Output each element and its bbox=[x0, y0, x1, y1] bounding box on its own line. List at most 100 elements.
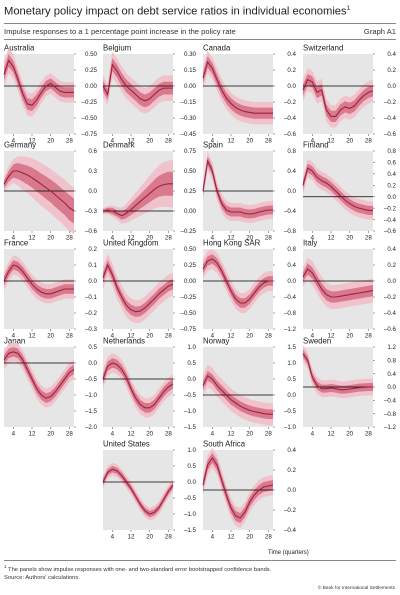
y-tick-label-japan: 0.0 bbox=[88, 360, 97, 367]
y-tick-label-netherlands: –1.0 bbox=[184, 408, 197, 415]
x-tick-label-netherlands: 28 bbox=[165, 431, 172, 438]
y-tick-label-norway: 1.5 bbox=[287, 344, 296, 351]
y-tick-label-united-states: 0.5 bbox=[187, 463, 196, 470]
y-tick-label-canada: –0.2 bbox=[284, 99, 297, 106]
title-rule bbox=[4, 23, 396, 24]
x-tick-label-hong-kong-sar: 12 bbox=[228, 333, 235, 340]
y-tick-label-switzerland: –0.4 bbox=[384, 115, 397, 122]
x-tick-label-france: 20 bbox=[47, 333, 54, 340]
x-tick-label-norway: 4 bbox=[211, 431, 215, 438]
y-tick-label-norway: –1.0 bbox=[284, 424, 297, 431]
x-tick-label-norway: 20 bbox=[246, 431, 253, 438]
x-tick-label-belgium: 20 bbox=[146, 138, 153, 145]
panel-italy: Italy 0.4 0.2 0.0 –0.2 –0.4 –0.6 4 12 20 28 bbox=[302, 239, 397, 340]
panel-title-canada: Canada bbox=[203, 44, 231, 53]
y-tick-label-france: 0.0 bbox=[88, 278, 97, 285]
y-tick-label-switzerland: 0.2 bbox=[387, 67, 396, 74]
y-tick-label-japan: –1.0 bbox=[85, 392, 98, 399]
inner-band-finland bbox=[303, 163, 373, 215]
panel-denmark: Denmark 0.75 0.50 0.25 0.00 –0.25 4 12 20 28 bbox=[102, 141, 197, 242]
source: Source: Authors' calculations. bbox=[4, 575, 80, 581]
inner-band-united-kingdom bbox=[103, 259, 173, 317]
inner-band-japan bbox=[4, 347, 74, 403]
y-tick-label-japan: –2.0 bbox=[85, 424, 98, 431]
y-tick-label-belgium: 0.15 bbox=[184, 67, 197, 74]
x-tick-label-united-states: 28 bbox=[165, 534, 172, 541]
x-tick-label-finland: 28 bbox=[365, 235, 372, 242]
x-tick-label-south-africa: 28 bbox=[265, 534, 272, 541]
x-tick-label-united-kingdom: 20 bbox=[146, 333, 153, 340]
y-tick-label-denmark: 0.50 bbox=[184, 168, 197, 175]
x-tick-label-hong-kong-sar: 4 bbox=[211, 333, 215, 340]
x-tick-label-italy: 20 bbox=[346, 333, 353, 340]
panel-title-south-africa: South Africa bbox=[203, 440, 246, 449]
panel-title-italy: Italy bbox=[303, 239, 317, 248]
response-line-italy bbox=[302, 268, 374, 298]
y-tick-label-united-states: –1.0 bbox=[184, 511, 197, 518]
x-tick-label-switzerland: 28 bbox=[365, 138, 372, 145]
y-tick-label-south-africa: 0.0 bbox=[287, 487, 296, 494]
x-tick-label-italy: 12 bbox=[328, 333, 335, 340]
y-tick-label-belgium: –0.15 bbox=[181, 99, 197, 106]
x-tick-label-finland: 20 bbox=[346, 235, 353, 242]
inner-band-spain bbox=[203, 156, 273, 219]
response-line-united-kingdom bbox=[102, 263, 174, 313]
panel-japan: Japan 0.5 0.0 –0.5 –1.0 –1.5 –2.0 4 12 20 28 bbox=[3, 337, 98, 438]
y-tick-label-sweden: –0.4 bbox=[384, 398, 397, 405]
x-tick-label-netherlands: 20 bbox=[146, 431, 153, 438]
y-tick-label-sweden: 1.2 bbox=[387, 344, 396, 351]
y-tick-label-australia: –0.50 bbox=[82, 115, 98, 122]
footnote: 1 The panels show impulse responses with… bbox=[4, 564, 271, 573]
x-tick-label-australia: 28 bbox=[66, 138, 73, 145]
y-tick-label-hong-kong-sar: 0.4 bbox=[287, 262, 296, 269]
x-tick-label-switzerland: 12 bbox=[328, 138, 335, 145]
panel-france: France 0.2 0.1 0.0 –0.1 –0.2 –0.3 4 12 20 28 bbox=[3, 239, 98, 340]
y-tick-label-belgium: –0.45 bbox=[181, 131, 197, 138]
x-tick-label-japan: 28 bbox=[66, 431, 73, 438]
y-tick-label-denmark: 0.25 bbox=[184, 188, 197, 195]
x-tick-label-united-states: 20 bbox=[146, 534, 153, 541]
x-tick-label-finland: 4 bbox=[311, 235, 315, 242]
x-tick-label-france: 12 bbox=[29, 333, 36, 340]
x-tick-label-australia: 20 bbox=[47, 138, 54, 145]
y-tick-label-italy: 0.4 bbox=[387, 246, 396, 253]
panel-title-netherlands: Netherlands bbox=[103, 337, 145, 346]
x-tick-label-sweden: 28 bbox=[365, 431, 372, 438]
x-tick-label-belgium: 12 bbox=[128, 138, 135, 145]
panel-belgium: Belgium 0.30 0.15 0.00 –0.15 –0.30 –0.45 4 12 20 2… bbox=[102, 44, 197, 145]
y-tick-label-united-kingdom: –0.25 bbox=[181, 294, 197, 301]
outer-band-spain bbox=[203, 152, 273, 223]
y-tick-label-sweden: –0.8 bbox=[384, 411, 397, 418]
panel-title-france: France bbox=[4, 239, 28, 248]
x-tick-label-united-states: 4 bbox=[111, 534, 115, 541]
x-tick-label-denmark: 12 bbox=[128, 235, 135, 242]
panel-title-germany: Germany bbox=[4, 141, 36, 150]
panel-sweden: Sweden 1.2 0.8 0.4 0.0 –0.4 –0.8 –1.2 4 12 20 28 bbox=[302, 337, 397, 438]
x-tick-label-norway: 28 bbox=[265, 431, 272, 438]
title-footnote-mark: 1 bbox=[346, 5, 351, 12]
x-tick-label-united-kingdom: 28 bbox=[165, 333, 172, 340]
y-tick-label-germany: 0.0 bbox=[88, 188, 97, 195]
panel-netherlands: Netherlands 1.0 0.5 0.0 –0.5 –1.0 –1.5 4 12 20 28 bbox=[102, 337, 197, 438]
y-tick-label-united-states: 1.0 bbox=[187, 447, 196, 454]
y-tick-label-spain: –0.8 bbox=[284, 228, 297, 235]
y-tick-label-netherlands: –1.5 bbox=[184, 424, 197, 431]
x-tick-label-spain: 28 bbox=[265, 235, 272, 242]
inner-band-germany bbox=[4, 163, 74, 224]
panel-finland: Finland 0.8 0.6 0.4 0.2 0.0 –0.2 –0.4 –0.6 4 12 20 2… bbox=[302, 141, 397, 242]
response-line-australia bbox=[3, 59, 74, 106]
response-line-norway bbox=[202, 374, 273, 415]
y-tick-label-switzerland: 0.0 bbox=[387, 83, 396, 90]
y-tick-label-switzerland: –0.6 bbox=[384, 131, 397, 138]
subtitle-row: Impulse responses to a 1 percentage poin… bbox=[4, 27, 396, 36]
y-tick-label-finland: 0.4 bbox=[387, 171, 396, 178]
y-tick-label-canada: 0.4 bbox=[287, 51, 296, 58]
y-tick-label-italy: 0.0 bbox=[387, 278, 396, 285]
x-tick-label-south-africa: 12 bbox=[228, 534, 235, 541]
x-tick-label-canada: 4 bbox=[211, 138, 215, 145]
x-tick-label-sweden: 12 bbox=[328, 431, 335, 438]
y-tick-label-united-kingdom: 0.25 bbox=[184, 262, 197, 269]
y-tick-label-netherlands: 0.5 bbox=[187, 360, 196, 367]
inner-band-south-africa bbox=[203, 453, 273, 523]
